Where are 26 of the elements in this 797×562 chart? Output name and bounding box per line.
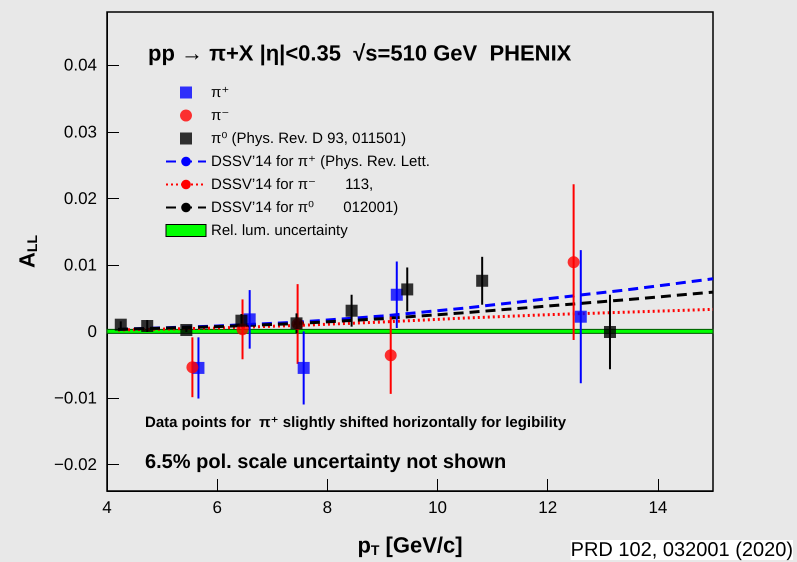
x-tick-label: 4 [102,498,112,517]
legend-label: DSSV’14 for π⁺ (Phys. Rev. Lett. [211,153,430,170]
legend-label: π⁻ [211,107,230,124]
y-tick-label: 0 [88,322,97,341]
x-tick-label: 10 [428,498,448,517]
y-tick-label: 0.04 [64,56,97,75]
y-tick-label: −0.02 [54,454,97,474]
annotation: Data points for π⁺ slightly shifted horizontally for legibility [145,414,567,431]
x-tick-label: 8 [322,498,332,517]
legend-label: Rel. lum. uncertainty [211,222,348,239]
y-tick-label: 0.01 [64,255,97,274]
legend-label: π⁺ [211,84,230,101]
y-tick-label: 0.03 [64,122,97,142]
x-tick-label: 6 [212,498,222,517]
text: pp → π+X |η|<0.35 √s=510 GeV PHENIX [148,40,572,66]
x-axis-title: pT [GeV/c] [357,532,463,558]
x-tick-label: 14 [648,498,668,517]
annotation: 6.5% pol. scale uncertainty not shown [145,451,506,473]
y-axis-title: ALL [14,234,40,268]
y-tick-label: −0.01 [54,388,97,408]
legend-label: DSSV’14 for π⁰ 012001) [211,199,398,216]
y-tick-label: 0.02 [64,188,97,208]
legend-label: DSSV’14 for π⁻ 113, [211,176,374,193]
text: PRD 102, 032001 (2020) [570,539,793,561]
legend-label: π⁰ (Phys. Rev. D 93, 011501) [211,130,406,147]
x-tick-label: 12 [538,498,558,517]
